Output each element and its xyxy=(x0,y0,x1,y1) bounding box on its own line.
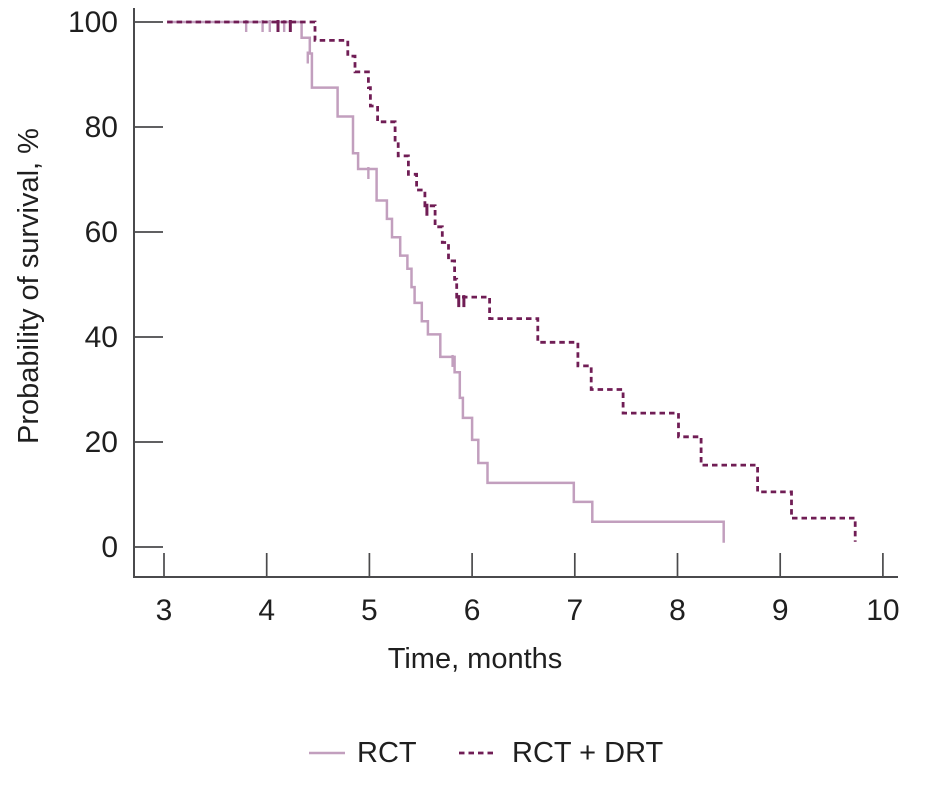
y-tick-label: 40 xyxy=(85,321,118,354)
y-tick-label: 0 xyxy=(101,531,118,564)
x-tick-label: 3 xyxy=(156,594,173,627)
y-axis-title: Probability of survival, % xyxy=(13,128,45,444)
x-tick-label: 7 xyxy=(566,594,583,627)
series-layer xyxy=(167,20,857,543)
rct-drt-curve xyxy=(167,20,857,542)
x-tick-label: 9 xyxy=(772,594,789,627)
y-tick-label: 80 xyxy=(85,111,118,144)
x-axis-title: Time, months xyxy=(388,643,563,675)
y-tick-label: 60 xyxy=(85,216,118,249)
legend-label-rct-drt: RCT + DRT xyxy=(512,737,663,769)
tick-label-layer: 0 20 40 60 80 100 3 4 5 6 7 8 9 10 xyxy=(68,6,900,627)
x-tick-label: 4 xyxy=(258,594,275,627)
legend-label-rct: RCT xyxy=(357,737,417,769)
x-tick-label: 10 xyxy=(866,594,899,627)
x-tick-label: 6 xyxy=(464,594,481,627)
legend: RCT RCT + DRT xyxy=(309,737,663,769)
axes-layer xyxy=(133,8,898,578)
rct-curve xyxy=(167,20,725,543)
y-tick-label: 100 xyxy=(68,6,118,39)
x-tick-label: 8 xyxy=(669,594,686,627)
y-tick-label: 20 xyxy=(85,426,118,459)
x-tick-label: 5 xyxy=(361,594,378,627)
